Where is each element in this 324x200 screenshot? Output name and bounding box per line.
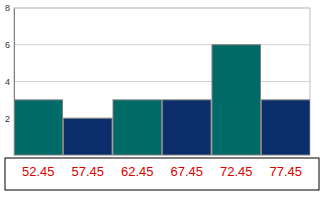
bar — [162, 100, 211, 155]
x-tick: 57.45 — [71, 155, 104, 179]
x-tick-label: 67.45 — [170, 164, 203, 179]
x-axis: 52.45 57.45 62.45 67.45 72.45 77.45 — [15, 155, 311, 179]
x-tick-label: 72.45 — [220, 164, 253, 179]
x-tick-label: 62.45 — [121, 164, 154, 179]
y-tick: 6 — [5, 40, 14, 50]
y-axis: 2 4 6 8 — [5, 3, 15, 155]
x-tick-label: 77.45 — [269, 164, 302, 179]
chart: 52.45 57.45 62.45 67.45 72.45 77.45 2 4 6 8 — [0, 0, 324, 200]
x-tick: 62.45 — [121, 155, 154, 179]
y-tick: 2 — [5, 114, 14, 124]
x-tick: 67.45 — [170, 155, 203, 179]
x-axis-line — [15, 155, 311, 156]
plot-frame — [14, 8, 310, 155]
grid-line — [14, 44, 310, 45]
x-tick-label: 57.45 — [71, 164, 104, 179]
grid-line — [14, 81, 310, 82]
bar — [63, 118, 112, 155]
y-tick: 8 — [5, 3, 14, 13]
x-tick: 72.45 — [220, 155, 253, 179]
x-tick: 52.45 — [22, 155, 55, 179]
y-tick-label: 2 — [5, 114, 10, 124]
label-box — [5, 158, 319, 190]
y-tick-label: 4 — [5, 77, 10, 87]
bar — [113, 100, 162, 155]
y-axis-line — [14, 9, 15, 156]
y-tick-label: 6 — [5, 40, 10, 50]
bar — [212, 45, 261, 155]
grid-line — [14, 8, 310, 9]
bars — [14, 45, 310, 155]
y-tick: 4 — [5, 77, 14, 87]
bar — [261, 100, 310, 155]
y-tick-label: 8 — [5, 3, 10, 13]
x-tick: 77.45 — [269, 155, 302, 179]
bar — [14, 100, 63, 155]
x-tick-label: 52.45 — [22, 164, 55, 179]
